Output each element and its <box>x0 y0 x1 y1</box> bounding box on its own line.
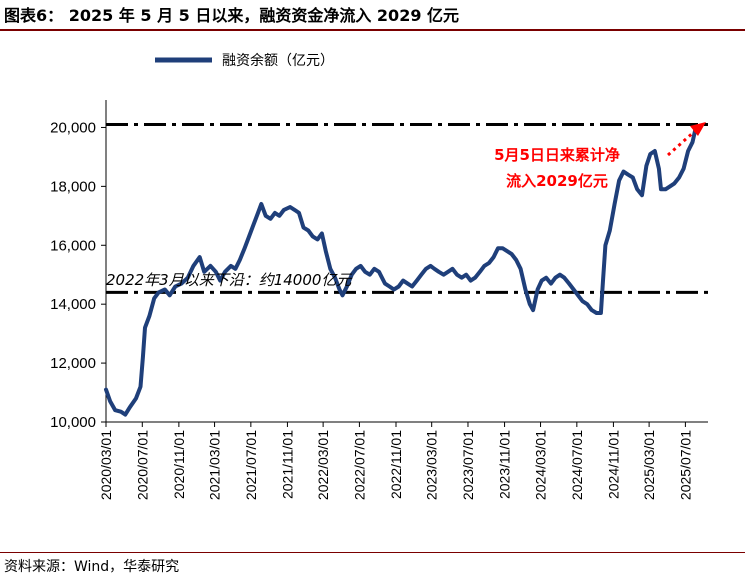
x-tick-label: 2021/03/01 <box>207 430 223 500</box>
legend-label: 融资余额（亿元） <box>222 52 334 69</box>
x-tick-label: 2022/03/01 <box>315 430 331 500</box>
x-tick-label: 2024/11/01 <box>605 430 621 499</box>
annotation-inflow-line1: 5月5日日来累计净 <box>494 146 620 164</box>
title-rule <box>0 29 745 31</box>
x-tick-label: 2021/11/01 <box>279 430 295 499</box>
y-ticks: 10,000 12,000 14,000 16,000 18,000 20,000 <box>50 119 106 431</box>
x-tick-label: 2024/07/01 <box>569 430 585 500</box>
x-tick-label: 2020/07/01 <box>134 430 150 500</box>
series-line-margin-balance <box>104 125 698 417</box>
x-tick-label: 2023/03/01 <box>424 430 440 500</box>
annotation-arrow <box>667 129 696 157</box>
x-tick-label: 2024/03/01 <box>533 430 549 500</box>
annotation-arrowhead <box>690 122 706 136</box>
source-note: 资料来源：Wind，华泰研究 <box>4 559 180 575</box>
y-tick-label: 14,000 <box>50 296 96 313</box>
x-tick-label: 2022/11/01 <box>388 430 404 499</box>
x-tick-label: 2023/07/01 <box>460 430 476 500</box>
x-tick-label: 2020/11/01 <box>171 430 187 499</box>
x-tick-label: 2025/03/01 <box>641 430 657 500</box>
x-tick-label: 2025/07/01 <box>677 430 693 500</box>
x-ticks: 2020/03/01 2020/07/01 2020/11/01 2021/03/01… <box>98 422 693 500</box>
y-tick-label: 16,000 <box>50 237 96 254</box>
x-tick-label: 2021/07/01 <box>243 430 259 500</box>
y-tick-label: 20,000 <box>50 119 96 136</box>
x-tick-label: 2023/11/01 <box>497 430 513 499</box>
y-tick-label: 18,000 <box>50 178 96 195</box>
y-tick-label: 10,000 <box>50 414 96 431</box>
x-tick-label: 2020/03/01 <box>98 430 114 500</box>
reference-lines <box>106 123 708 294</box>
y-tick-label: 12,000 <box>50 355 96 372</box>
annotation-inflow-line2: 流入2029亿元 <box>506 172 608 190</box>
annotation-lower-bound: 2022年3月以来下沿：约14000亿元 <box>106 271 352 289</box>
x-tick-label: 2022/07/01 <box>351 430 367 500</box>
source-rule <box>0 552 745 553</box>
figure-title: 图表6： 2025 年 5 月 5 日以来，融资资金净流入 2029 亿元 <box>4 6 460 25</box>
